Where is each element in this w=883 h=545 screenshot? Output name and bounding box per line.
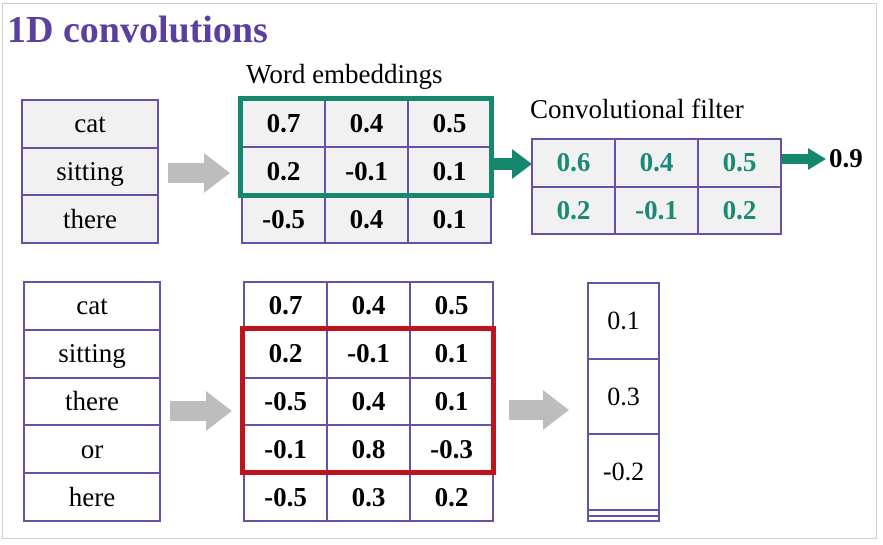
grey-arrow-icon xyxy=(170,391,232,431)
table-row: -0.5 0.4 0.1 xyxy=(241,194,492,244)
table-row: sitting xyxy=(21,146,159,197)
filter-cell: -0.1 xyxy=(614,185,699,235)
embedding-cell: -0.5 xyxy=(241,194,326,244)
embedding-cell: 0.5 xyxy=(407,98,492,148)
embedding-cell: 0.4 xyxy=(326,281,411,331)
embedding-cell: 0.7 xyxy=(243,281,328,331)
table-row: 0.2 -0.1 0.2 xyxy=(531,185,782,235)
output-cell: 0.3 xyxy=(587,357,660,436)
table-row: 0.7 0.4 0.5 xyxy=(243,281,494,331)
output-cell xyxy=(587,514,660,523)
embedding-cell: 0.1 xyxy=(409,376,494,427)
filter-cell: 0.6 xyxy=(531,138,616,188)
grey-arrow-icon xyxy=(168,153,230,193)
word-cell: sitting xyxy=(21,146,159,197)
table-row: 0.1 xyxy=(587,282,660,360)
word-cell: here xyxy=(23,472,161,522)
slide-frame xyxy=(2,3,877,539)
output-cell: -0.2 xyxy=(587,433,660,512)
convolution-result: 0.9 xyxy=(829,143,863,173)
embedding-cell: 0.4 xyxy=(324,194,409,244)
table-row: 0.7 0.4 0.5 xyxy=(241,98,492,148)
embedding-cell: 0.4 xyxy=(326,376,411,427)
top-embedding-table: 0.7 0.4 0.5 0.2 -0.1 0.1 -0.5 0.4 0.1 xyxy=(241,98,492,244)
word-cell: sitting xyxy=(23,328,161,379)
embedding-cell: -0.5 xyxy=(243,472,328,522)
table-row: cat xyxy=(21,99,159,149)
filter-table: 0.6 0.4 0.5 0.2 -0.1 0.2 xyxy=(531,138,782,235)
embedding-cell: -0.1 xyxy=(324,146,409,196)
embedding-cell: 0.1 xyxy=(407,146,492,196)
bottom-embedding-table: 0.7 0.4 0.5 0.2 -0.1 0.1 -0.5 0.4 0.1 -0.1 0.8 -0.3… xyxy=(243,281,494,522)
embedding-cell: -0.1 xyxy=(326,328,411,379)
embedding-cell: 0.2 xyxy=(241,146,326,196)
word-cell: or xyxy=(23,424,161,475)
embedding-cell: 0.5 xyxy=(409,281,494,331)
embedding-cell: 0.2 xyxy=(409,472,494,522)
table-row: 0.2 -0.1 0.1 xyxy=(241,146,492,196)
word-cell: cat xyxy=(23,281,161,331)
output-cell xyxy=(587,509,660,517)
filter-cell: 0.5 xyxy=(697,138,782,188)
embedding-cell: 0.2 xyxy=(243,328,328,379)
filter-cell: 0.2 xyxy=(531,185,616,235)
word-cell: cat xyxy=(21,99,159,149)
table-row: or xyxy=(23,424,161,475)
top-word-table: cat sitting there xyxy=(21,99,159,244)
convolutional-filter-label: Convolutional filter xyxy=(530,94,744,124)
grey-arrow-icon xyxy=(509,390,569,430)
word-cell: there xyxy=(23,376,161,427)
filter-cell: 0.2 xyxy=(697,185,782,235)
table-row: there xyxy=(23,376,161,427)
table-row: cat xyxy=(23,281,161,331)
slide-title: 1D convolutions xyxy=(7,9,268,51)
embedding-cell: 0.1 xyxy=(409,328,494,379)
table-row: here xyxy=(23,472,161,522)
word-embeddings-label: Word embeddings xyxy=(246,59,443,89)
table-row xyxy=(587,514,660,523)
table-row xyxy=(587,509,660,517)
filter-cell: 0.4 xyxy=(614,138,699,188)
embedding-cell: -0.3 xyxy=(409,424,494,475)
embedding-cell: 0.4 xyxy=(324,98,409,148)
embedding-cell: 0.3 xyxy=(326,472,411,522)
bottom-word-table: cat sitting there or here xyxy=(23,281,161,522)
embedding-cell: -0.1 xyxy=(243,424,328,475)
green-arrow-icon xyxy=(490,149,532,179)
table-row: -0.5 0.4 0.1 xyxy=(243,376,494,427)
green-arrow-icon xyxy=(782,148,826,170)
output-cell: 0.1 xyxy=(587,282,660,360)
embedding-cell: 0.1 xyxy=(407,194,492,244)
table-row: -0.5 0.3 0.2 xyxy=(243,472,494,522)
output-column-table: 0.1 0.3 -0.2 xyxy=(587,282,660,523)
embedding-cell: 0.8 xyxy=(326,424,411,475)
table-row: 0.2 -0.1 0.1 xyxy=(243,328,494,379)
table-row: there xyxy=(21,194,159,244)
table-row: sitting xyxy=(23,328,161,379)
table-row: -0.2 xyxy=(587,433,660,512)
table-row: 0.3 xyxy=(587,357,660,436)
word-cell: there xyxy=(21,194,159,244)
embedding-cell: -0.5 xyxy=(243,376,328,427)
table-row: -0.1 0.8 -0.3 xyxy=(243,424,494,475)
embedding-cell: 0.7 xyxy=(241,98,326,148)
table-row: 0.6 0.4 0.5 xyxy=(531,138,782,188)
